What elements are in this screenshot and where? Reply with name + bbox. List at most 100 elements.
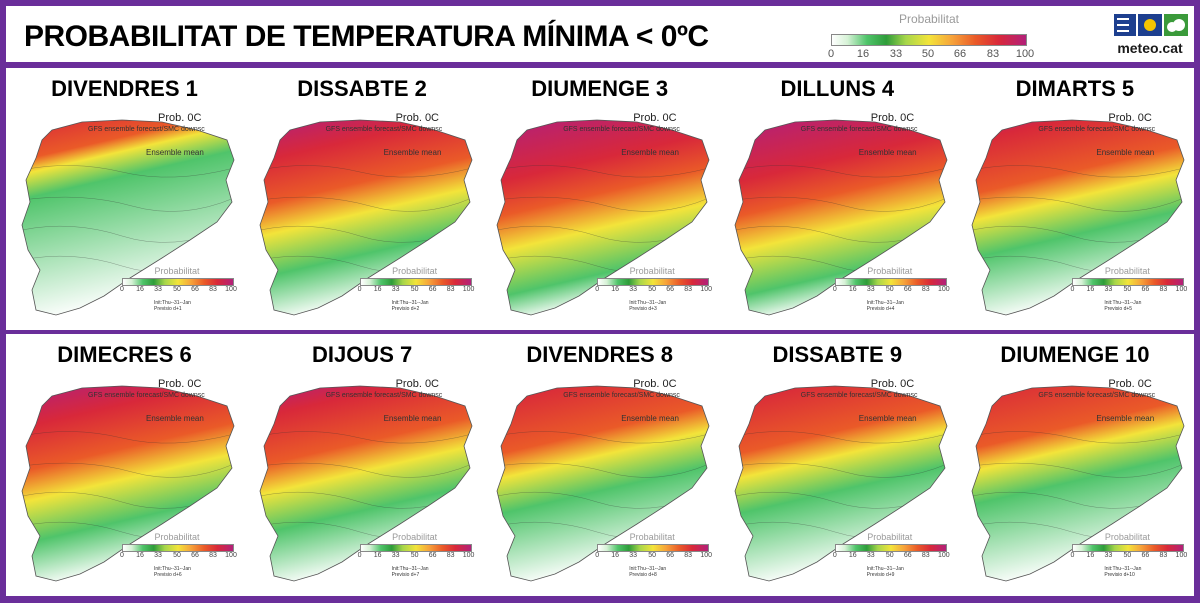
day-label: DIUMENGE 3 — [531, 76, 669, 101]
forecast-panel: DISSABTE 9 Prob. 0C GFS ensemble forecas… — [719, 334, 956, 596]
init-label: Init:Thu--31--Jan — [1104, 300, 1142, 306]
map-legend-ticks: 0 16 33 50 66 83 100 — [831, 286, 951, 296]
map-legend-title: Probabilitat — [629, 532, 675, 542]
map-legend-tick: 83 — [1159, 286, 1168, 293]
map-legend-tick: 0 — [357, 286, 362, 293]
map-legend-tick: 33 — [866, 286, 875, 293]
map-model-label: GFS ensemble forecast/SMC downsc — [800, 126, 918, 133]
map-legend-tick: 0 — [595, 286, 600, 293]
map-legend-ticks: 0 16 33 50 66 83 100 — [118, 286, 238, 296]
map-model-label: GFS ensemble forecast/SMC downsc — [563, 126, 680, 133]
brand-name: meteo.cat — [1117, 40, 1183, 56]
weather-icons — [1114, 14, 1188, 36]
map-prob-label: Prob. 0C — [633, 378, 677, 390]
map-legend-tick: 66 — [191, 552, 199, 559]
map-model-label: GFS ensemble forecast/SMC downsc — [1038, 126, 1156, 133]
init-label: Init:Thu--31--Jan — [629, 566, 667, 572]
map-legend-bar — [359, 278, 472, 286]
map-legend-tick: 50 — [885, 552, 894, 559]
map-legend-tick: 0 — [832, 552, 837, 559]
map-legend-title: Probabilitat — [629, 266, 675, 276]
probability-legend: Probabilitat 0 16 33 50 66 83 100 — [823, 12, 1035, 60]
map-model-label: GFS ensemble forecast/SMC downsc — [800, 392, 918, 399]
map-legend: Probabilitat 0 16 33 50 66 83 100 Init:T… — [356, 532, 476, 592]
forecast-panel: DIMARTS 5 Prob. 0C GFS ensemble forecast… — [956, 68, 1193, 330]
map-legend-tick: 50 — [1123, 286, 1132, 293]
day-label: DISSABTE 2 — [297, 76, 427, 101]
map-legend-bar — [359, 544, 472, 552]
forecast-panel: DISSABTE 2 Prob. 0C GFS ensemble forecas… — [244, 68, 481, 330]
forecast-row-2: DIMECRES 6 Prob. 0C GFS ensemble forecas… — [6, 334, 1194, 596]
legend-tick: 16 — [856, 48, 870, 60]
probability-map — [971, 385, 1185, 582]
map-legend-tick: 16 — [373, 552, 382, 559]
map-model-label: GFS ensemble forecast/SMC downsc — [325, 392, 443, 399]
map-legend-title: Probabilitat — [392, 532, 438, 542]
map-legend-bar — [834, 278, 947, 286]
map-legend-tick: 83 — [209, 286, 217, 293]
map-model-label: GFS ensemble forecast/SMC downsc — [88, 126, 205, 133]
forecast-panel: DIVENDRES 8 Prob. 0C GFS ensemble foreca… — [481, 334, 718, 596]
forecast-panel: DIUMENGE 10 Prob. 0C GFS ensemble foreca… — [956, 334, 1193, 596]
map-legend-tick: 100 — [937, 286, 950, 293]
map-legend: Probabilitat 0 16 33 50 66 83 100 Init:T… — [831, 266, 951, 326]
legend-tick: 83 — [986, 48, 1000, 60]
init-label: Init:Thu--31--Jan — [154, 566, 191, 572]
map-legend-ticks: 0 16 33 50 66 83 100 — [118, 552, 238, 562]
probability-map — [21, 119, 235, 316]
map-legend-tick: 0 — [1070, 552, 1075, 559]
previsio-label: Previsio d+4 — [866, 306, 895, 312]
map-legend-tick: 16 — [611, 286, 620, 293]
map-legend-bar — [597, 544, 710, 552]
legend-tick: 33 — [889, 48, 903, 60]
map-legend-bar — [122, 278, 234, 286]
map-legend-tick: 16 — [1086, 286, 1095, 293]
forecast-row-1: DIVENDRES 1 Prob. 0C GFS ensemble foreca… — [6, 68, 1194, 330]
map-legend-tick: 83 — [209, 552, 217, 559]
init-label: Init:Thu--31--Jan — [629, 300, 667, 306]
map-legend-tick: 50 — [173, 286, 181, 293]
forecast-panel: DIUMENGE 3 Prob. 0C GFS ensemble forecas… — [481, 68, 718, 330]
legend-tick: 50 — [921, 48, 935, 60]
map-legend: Probabilitat 0 16 33 50 66 83 100 Init:T… — [356, 266, 476, 326]
map-legend: Probabilitat 0 16 33 50 66 83 100 Init:T… — [831, 532, 951, 592]
map-legend-title: Probabilitat — [154, 532, 200, 542]
map-ensemble-label: Ensemble mean — [621, 414, 679, 423]
legend-color-bar — [831, 34, 1027, 46]
probability-map — [496, 385, 710, 582]
map-legend-bar — [597, 278, 710, 286]
map-legend-tick: 83 — [684, 552, 693, 559]
map-legend-tick: 100 — [1175, 286, 1188, 293]
map-ensemble-label: Ensemble mean — [1096, 414, 1155, 423]
map-legend-tick: 100 — [225, 552, 237, 559]
map-legend-tick: 0 — [120, 286, 124, 293]
map-legend-tick: 66 — [1141, 286, 1150, 293]
map-legend-tick: 0 — [832, 286, 837, 293]
map-prob-label: Prob. 0C — [633, 112, 677, 124]
map-legend-tick: 33 — [1104, 552, 1113, 559]
map-legend-title: Probabilitat — [392, 266, 438, 276]
forecast-panel: DILLUNS 4 Prob. 0C GFS ensemble forecast… — [719, 68, 956, 330]
meteocat-logo[interactable]: meteo.cat — [1110, 10, 1190, 60]
legend-tick: 100 — [1015, 48, 1035, 60]
probability-map — [734, 119, 948, 316]
map-legend-tick: 0 — [357, 552, 362, 559]
day-label: DILLUNS 4 — [780, 76, 895, 101]
map-legend-tick: 16 — [848, 552, 857, 559]
map-legend-tick: 16 — [373, 286, 382, 293]
map-legend-tick: 66 — [666, 552, 675, 559]
map-legend: Probabilitat 0 16 33 50 66 83 100 Init:T… — [593, 266, 713, 326]
forecast-panel: DIVENDRES 1 Prob. 0C GFS ensemble foreca… — [6, 68, 243, 330]
previsio-label: Previsio d+6 — [154, 572, 182, 578]
map-legend-tick: 16 — [136, 552, 144, 559]
map-legend-tick: 0 — [595, 552, 600, 559]
day-label: DIMECRES 6 — [57, 342, 192, 367]
map-ensemble-label: Ensemble mean — [858, 414, 917, 423]
map-legend-tick: 50 — [1123, 552, 1132, 559]
map-prob-label: Prob. 0C — [1108, 112, 1152, 124]
map-legend-tick: 0 — [1070, 286, 1075, 293]
map-legend-tick: 33 — [154, 552, 162, 559]
map-legend-title: Probabilitat — [867, 532, 913, 542]
map-legend-tick: 0 — [120, 552, 124, 559]
map-legend-tick: 50 — [648, 286, 657, 293]
